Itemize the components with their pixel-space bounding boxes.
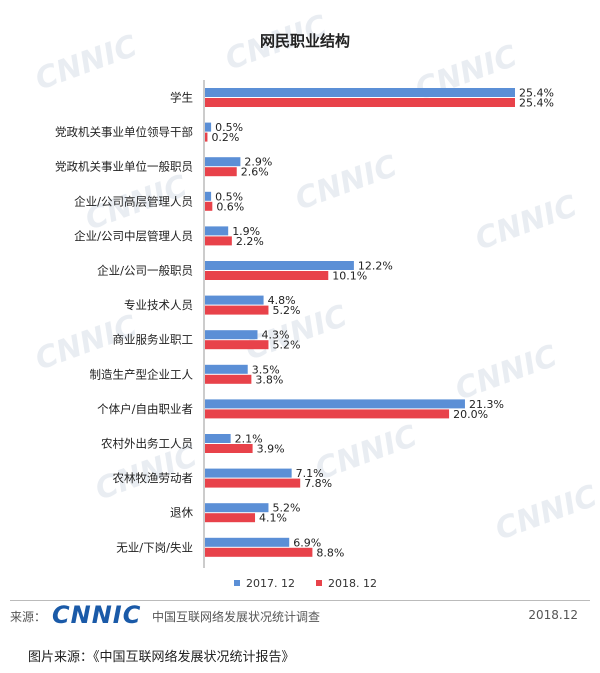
bar-2017 — [205, 330, 258, 340]
watermark-text: CNNIC — [491, 479, 600, 548]
value-label-2017: 7.1% — [296, 467, 324, 480]
bar-2018 — [205, 444, 253, 453]
value-label-2018: 3.9% — [257, 443, 285, 456]
bar-2018 — [205, 201, 213, 211]
value-label-2017: 4.8% — [268, 294, 296, 307]
value-label-2017: 12.2% — [358, 260, 393, 273]
category-label: 无业/下岗/失业 — [116, 540, 193, 554]
category-label: 农村外出务工人员 — [101, 437, 193, 451]
bar-2018 — [205, 547, 313, 557]
watermark-text: CNNIC — [411, 39, 522, 108]
value-label-2018: 4.1% — [259, 512, 287, 525]
legend: 2017. 12 2018. 12 — [234, 577, 377, 590]
value-label-2018: 7.8% — [304, 477, 332, 490]
legend-swatch-2018 — [316, 580, 322, 586]
value-label-2018: 10.1% — [332, 270, 367, 283]
bar-2017 — [205, 364, 248, 374]
source-date: 2018.12 — [528, 608, 578, 622]
value-label-2018: 5.2% — [272, 304, 300, 317]
category-label: 制造生产型企业工人 — [90, 367, 194, 381]
bar-2018 — [205, 340, 269, 350]
bar-2017 — [205, 88, 515, 97]
legend-label-2018: 2018. 12 — [328, 577, 377, 590]
value-label-2018: 5.2% — [272, 339, 300, 352]
value-label-2018: 8.8% — [316, 546, 344, 559]
source-organization: 中国互联网络发展状况统计调查 — [152, 610, 321, 624]
watermark-text: CNNIC — [451, 339, 562, 408]
value-label-2017: 0.5% — [215, 121, 243, 134]
bar-2018 — [205, 132, 208, 142]
bars-layer: 学生 25.4%25.4%党政机关事业单位领导干部 0.5%0.2%党政机关事业单位… — [55, 87, 554, 560]
category-label: 学生 — [170, 91, 193, 105]
bar-2017 — [205, 537, 290, 547]
watermark-text: CNNIC — [291, 149, 402, 218]
source-label: 来源： — [10, 610, 47, 624]
category-label: 企业/公司高层管理人员 — [74, 194, 193, 208]
value-label-2017: 21.3% — [469, 398, 504, 411]
value-label-2018: 20.0% — [453, 408, 488, 421]
value-label-2018: 0.6% — [216, 200, 244, 213]
value-label-2017: 0.5% — [215, 190, 243, 203]
bar-2017 — [205, 191, 212, 201]
bar-2018 — [205, 478, 301, 488]
bar-2017 — [205, 226, 229, 236]
category-label: 农林牧渔劳动者 — [113, 471, 194, 485]
bar-2018 — [205, 409, 450, 419]
bar-2017 — [205, 157, 241, 167]
legend-label-2017: 2017. 12 — [246, 577, 295, 590]
value-label-2017: 4.3% — [261, 329, 289, 342]
value-label-2017: 3.5% — [252, 363, 280, 376]
value-label-2017: 2.9% — [244, 156, 272, 169]
value-label-2017: 5.2% — [272, 502, 300, 515]
bar-2018 — [205, 513, 256, 523]
chart-title: 网民职业结构 — [260, 32, 350, 50]
value-label-2017: 2.1% — [235, 433, 263, 446]
bar-2017 — [205, 434, 231, 443]
bar-2017 — [205, 261, 354, 270]
watermark-text: CNNIC — [31, 29, 142, 98]
bar-2017 — [205, 122, 212, 132]
category-label: 党政机关事业单位领导干部 — [55, 125, 193, 139]
bar-2018 — [205, 167, 237, 177]
category-label: 专业技术人员 — [124, 298, 193, 312]
bar-2017 — [205, 503, 269, 513]
bar-2017 — [205, 399, 465, 409]
category-label: 企业/公司中层管理人员 — [74, 229, 193, 243]
bar-2017 — [205, 468, 292, 478]
value-label-2018: 0.2% — [211, 131, 239, 144]
category-label: 退休 — [170, 506, 193, 520]
bar-2018 — [205, 374, 252, 384]
category-label: 商业服务业职工 — [113, 333, 194, 347]
source-footer: 来源： CNNIC 中国互联网络发展状况统计调查 2018.12 — [0, 600, 600, 636]
category-label: 党政机关事业单位一般职员 — [55, 160, 193, 174]
value-label-2018: 3.8% — [255, 373, 283, 386]
cnnic-logo: CNNIC — [52, 601, 142, 629]
value-label-2017: 25.4% — [519, 87, 554, 100]
image-caption: 图片来源：《中国互联网络发展状况统计报告》 — [28, 650, 295, 665]
footer-divider — [10, 600, 590, 601]
value-label-2017: 6.9% — [293, 536, 321, 549]
value-label-2018: 2.6% — [241, 166, 269, 179]
value-label-2018: 25.4% — [519, 97, 554, 110]
watermark-text: CNNIC — [471, 189, 582, 258]
bar-2018 — [205, 236, 232, 246]
category-label: 个体户/自由职业者 — [97, 402, 193, 416]
value-label-2018: 2.2% — [236, 235, 264, 248]
bar-2017 — [205, 295, 264, 305]
bar-2018 — [205, 305, 269, 315]
legend-swatch-2017 — [234, 580, 240, 586]
bar-2018 — [205, 271, 329, 280]
value-label-2017: 1.9% — [232, 225, 260, 238]
category-label: 企业/公司一般职员 — [97, 264, 193, 278]
bar-2018 — [205, 98, 515, 107]
chart-container: CNNIC CNNIC CNNIC CNNIC CNNIC CNNIC CNNIC CNNIC… — [31, 9, 600, 590]
